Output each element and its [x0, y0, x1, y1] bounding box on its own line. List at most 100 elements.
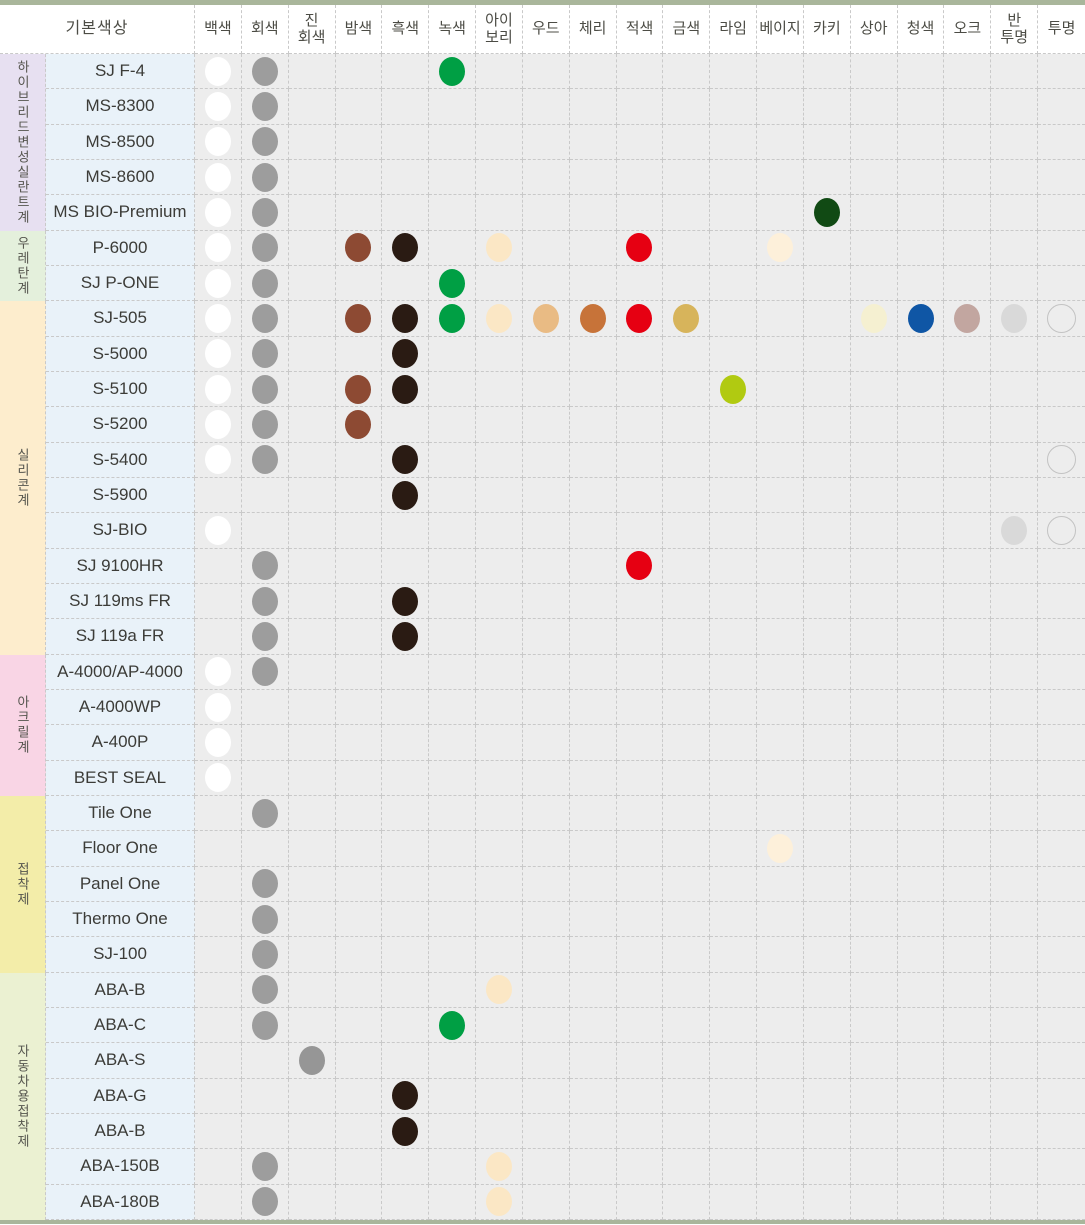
color-cell-gold — [663, 159, 711, 196]
color-cell-gray — [241, 159, 289, 196]
color-cell-darkgray — [288, 866, 336, 902]
color-dot-transparent — [1047, 515, 1077, 545]
color-cell-wood — [522, 407, 570, 443]
color-cell-white — [195, 831, 242, 867]
color-cell-transparent — [1038, 442, 1085, 478]
color-cell-green — [429, 972, 477, 1008]
color-cell-lime — [710, 972, 758, 1008]
color-dot-green — [439, 268, 466, 298]
color-cell-ivory — [476, 336, 523, 372]
color-cell-transparent — [1038, 477, 1085, 514]
color-cell-lime — [710, 831, 758, 867]
color-cell-blue — [897, 1007, 945, 1044]
color-cell-translucent — [991, 654, 1039, 690]
color-dot-white — [204, 127, 231, 157]
color-cell-oak — [944, 901, 992, 938]
color-cell-beige — [757, 937, 804, 973]
color-cell-chestnut — [335, 124, 383, 160]
color-cell-ivory — [476, 760, 523, 796]
color-cell-beige — [757, 866, 804, 902]
color-cell-darkgray — [288, 407, 336, 443]
color-cell-chestnut — [335, 689, 383, 726]
color-cell-transparent — [1038, 937, 1085, 973]
color-cell-blue — [897, 407, 945, 443]
color-cell-red — [616, 1113, 664, 1150]
color-cell-lime — [710, 54, 758, 90]
color-cell-darkgray — [288, 265, 336, 302]
color-dot-green — [439, 56, 466, 86]
color-cell-sangah — [850, 265, 898, 302]
header-col-darkgray: 진 회색 — [288, 5, 336, 54]
color-dot-ivory — [485, 303, 512, 333]
color-dot-gray — [251, 303, 278, 333]
color-cell-chestnut — [335, 1007, 383, 1044]
color-cell-green — [429, 795, 477, 832]
color-cell-black — [382, 760, 430, 796]
color-cell-translucent — [991, 301, 1039, 337]
color-cell-green — [429, 725, 477, 761]
color-cell-red — [616, 371, 664, 408]
color-cell-gray — [241, 1149, 289, 1185]
color-cell-gold — [663, 831, 711, 867]
color-cell-chestnut — [335, 442, 383, 478]
color-cell-translucent — [991, 159, 1039, 196]
color-dot-gray — [251, 657, 278, 687]
color-cell-chestnut — [335, 1149, 383, 1185]
color-cell-white — [195, 407, 242, 443]
color-cell-transparent — [1038, 1007, 1085, 1044]
color-cell-beige — [757, 477, 804, 514]
color-cell-chestnut — [335, 583, 383, 620]
header-col-transparent: 투명 — [1038, 5, 1085, 54]
color-dot-red — [626, 233, 653, 263]
color-cell-wood — [522, 619, 570, 655]
color-dot-beige — [767, 233, 794, 263]
color-dot-black — [392, 303, 419, 333]
color-cell-red — [616, 1043, 664, 1079]
color-dot-ivory — [485, 233, 512, 263]
color-cell-darkgray — [288, 937, 336, 973]
color-cell-white — [195, 583, 242, 620]
header-col-khaki: 카키 — [803, 5, 851, 54]
color-cell-transparent — [1038, 371, 1085, 408]
color-dot-white — [204, 692, 231, 722]
color-cell-red — [616, 159, 664, 196]
color-cell-darkgray — [288, 972, 336, 1008]
color-cell-wood — [522, 1043, 570, 1079]
color-cell-red — [616, 54, 664, 90]
color-cell-sangah — [850, 336, 898, 372]
product-name: ABA-B — [46, 972, 195, 1008]
color-cell-cherry — [569, 831, 617, 867]
color-cell-red — [616, 407, 664, 443]
color-cell-gray — [241, 407, 289, 443]
color-cell-khaki — [803, 901, 851, 938]
color-cell-khaki — [803, 972, 851, 1008]
color-dot-gray — [251, 374, 278, 404]
color-cell-black — [382, 901, 430, 938]
color-cell-sangah — [850, 301, 898, 337]
color-dot-white — [204, 657, 231, 687]
color-cell-black — [382, 1113, 430, 1150]
color-cell-gold — [663, 795, 711, 832]
color-cell-gray — [241, 477, 289, 514]
color-cell-chestnut — [335, 937, 383, 973]
color-cell-oak — [944, 159, 992, 196]
color-cell-cherry — [569, 124, 617, 160]
color-cell-black — [382, 195, 430, 231]
color-cell-ivory — [476, 230, 523, 266]
color-cell-gold — [663, 265, 711, 302]
color-cell-wood — [522, 1113, 570, 1150]
color-cell-white — [195, 1149, 242, 1185]
color-cell-ivory — [476, 265, 523, 302]
header-col-translucent: 반 투명 — [991, 5, 1039, 54]
color-cell-ivory — [476, 795, 523, 832]
color-cell-white — [195, 866, 242, 902]
color-cell-translucent — [991, 795, 1039, 832]
color-cell-beige — [757, 831, 804, 867]
color-cell-translucent — [991, 1078, 1039, 1114]
category-4: 접착제 — [0, 795, 46, 973]
color-cell-black — [382, 265, 430, 302]
color-cell-khaki — [803, 407, 851, 443]
color-cell-blue — [897, 725, 945, 761]
color-dot-black — [392, 374, 419, 404]
category-label: 우레탄계 — [15, 235, 30, 296]
